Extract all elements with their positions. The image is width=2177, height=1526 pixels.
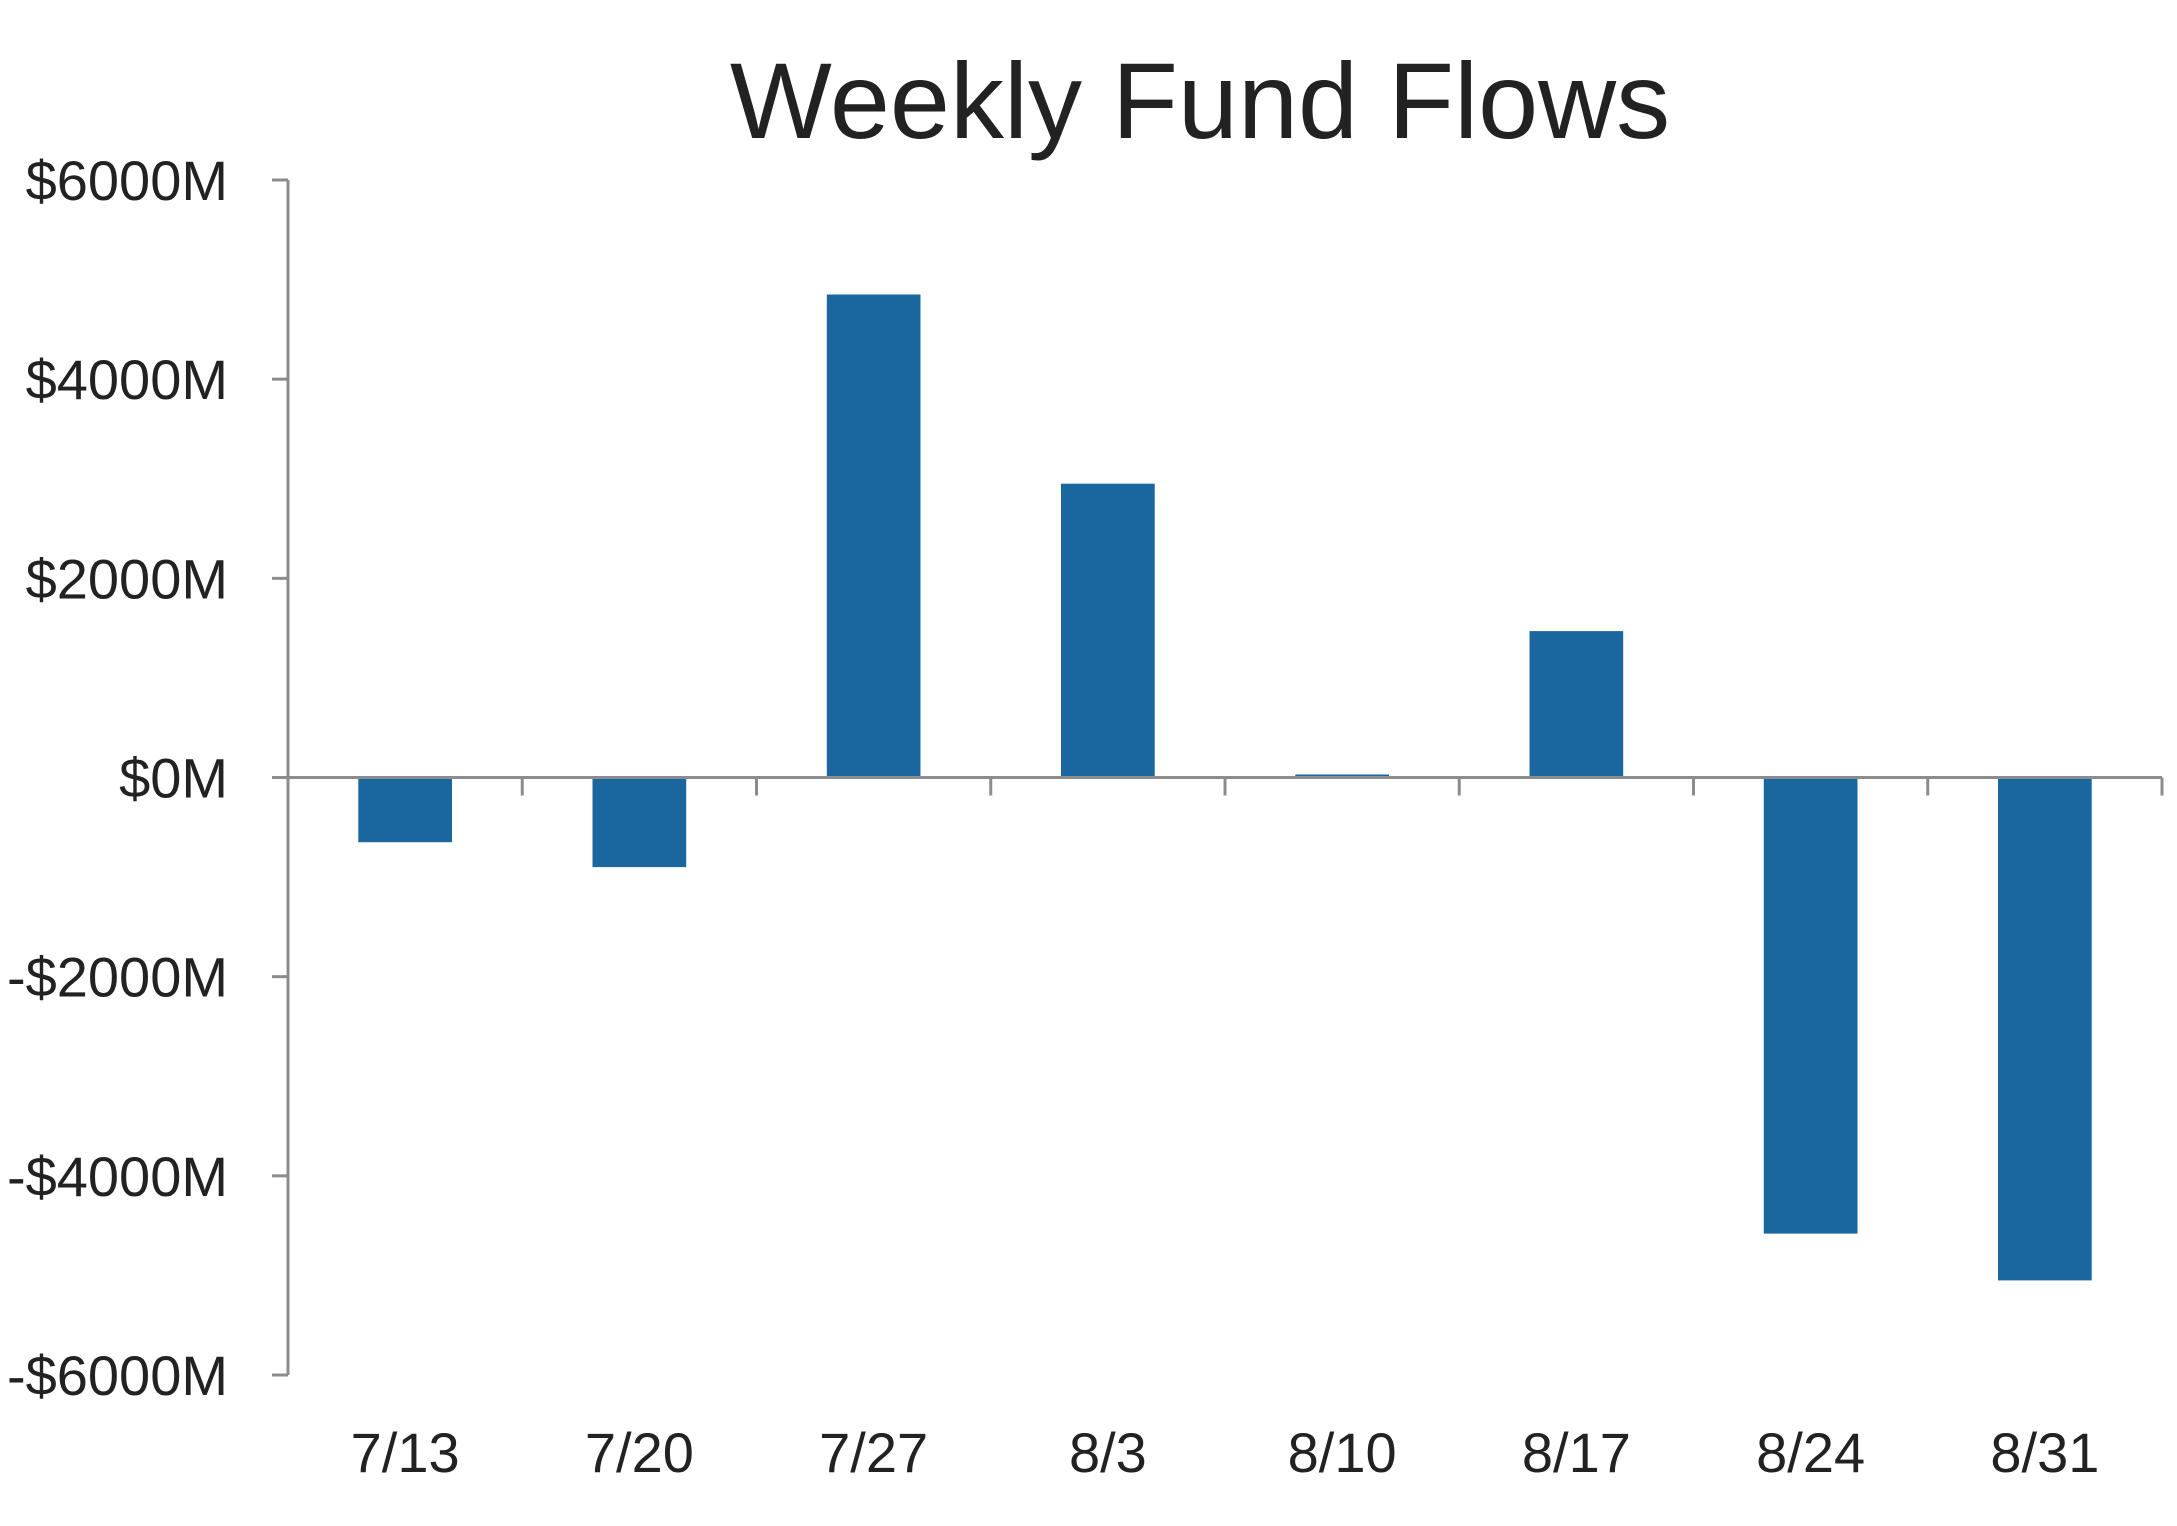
y-tick-label: -$2000M [7,946,228,1009]
bar-7-27 [826,294,921,778]
chart-title: Weekly Fund Flows [730,40,1670,161]
y-axis: $6000M $4000M $2000M $0M -$2000M -$4000M -$600… [7,149,290,1407]
y-tick-label: -$6000M [7,1344,228,1407]
x-tick-label: 8/10 [1288,1421,1397,1484]
x-tick-label: 7/20 [585,1421,694,1484]
bar-7-20 [592,777,687,868]
x-tick-label: 7/27 [819,1421,928,1484]
y-tick-label: -$4000M [7,1145,228,1208]
x-tick-label: 8/17 [1522,1421,1631,1484]
y-tick-label: $2000M [26,547,228,610]
x-tick-label: 7/13 [351,1421,460,1484]
x-tick-label: 8/31 [1990,1421,2099,1484]
y-tick-label: $4000M [26,348,228,411]
bar-8-24 [1763,777,1858,1234]
x-tick-label: 8/24 [1756,1421,1865,1484]
y-tick-label: $6000M [26,149,228,212]
bar-8-17 [1529,631,1624,778]
bar-8-3 [1061,483,1155,778]
x-tick-label: 8/3 [1069,1421,1147,1484]
bar-7-13 [358,777,452,843]
x-axis: 7/13 7/20 7/27 8/3 8/10 8/17 8/24 8/31 [288,776,2164,1484]
bars-layer [358,294,2092,1281]
bar-8-31 [1998,777,2092,1281]
y-tick-label: $0M [119,747,228,810]
